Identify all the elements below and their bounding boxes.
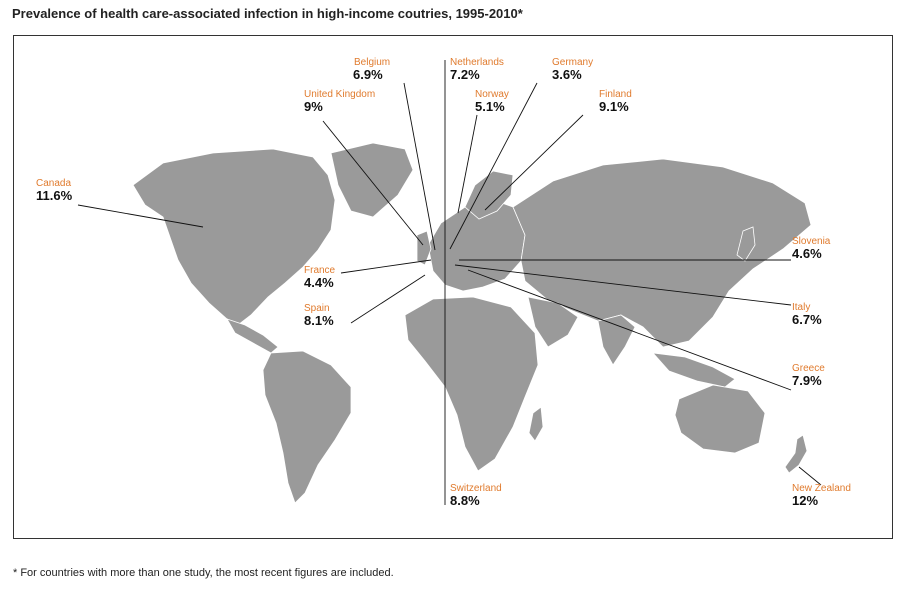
south-america-shape: [262, 350, 352, 504]
belgium-line: [403, 82, 436, 251]
finland-line: [484, 114, 584, 211]
footnote: * For countries with more than one study…: [13, 567, 394, 579]
japan-shape: [736, 226, 756, 262]
madagascar-shape: [528, 406, 544, 442]
africa-shape: [404, 296, 539, 472]
value-netherlands: 7.2%: [450, 67, 480, 82]
germany-line: [449, 82, 538, 250]
value-france: 4.4%: [304, 275, 334, 290]
north-america-shape: [132, 148, 336, 326]
value-greece: 7.9%: [792, 373, 822, 388]
value-slovenia: 4.6%: [792, 246, 822, 261]
land-masses: [132, 142, 812, 504]
value-spain: 8.1%: [304, 313, 334, 328]
map-title: Prevalence of health care-associated inf…: [12, 6, 523, 21]
greenland-shape: [330, 142, 414, 218]
label-france: France: [304, 265, 336, 276]
value-finland: 9.1%: [599, 99, 629, 114]
label-new-zealand: New Zealand: [792, 483, 851, 494]
label-netherlands: Netherlands: [450, 57, 504, 68]
value-belgium: 6.9%: [353, 67, 383, 82]
world-map: [77, 60, 822, 505]
value-united-kingdom: 9%: [304, 99, 323, 114]
india-shape: [597, 314, 636, 366]
italy-line: [454, 264, 792, 306]
map-frame: [13, 35, 893, 539]
label-switzerland: Switzerland: [450, 483, 502, 494]
norway-line: [457, 114, 478, 214]
greece-line: [467, 269, 792, 391]
label-canada: Canada: [36, 178, 72, 189]
label-finland: Finland: [599, 89, 632, 100]
uk-shape: [416, 230, 432, 266]
label-spain: Spain: [304, 303, 330, 314]
new-zealand-shape: [784, 434, 808, 474]
value-canada: 11.6%: [36, 188, 73, 203]
value-italy: 6.7%: [792, 312, 822, 327]
central-america-shape: [226, 318, 279, 354]
spain-line: [350, 274, 426, 324]
sea-islands-shape: [651, 352, 736, 388]
label-greece: Greece: [792, 363, 825, 374]
australia-shape: [674, 384, 766, 454]
leader-lines: [77, 60, 822, 505]
value-switzerland: 8.8%: [450, 493, 480, 508]
france-line: [340, 259, 432, 274]
label-italy: Italy: [792, 302, 811, 313]
value-germany: 3.6%: [552, 67, 582, 82]
value-norway: 5.1%: [475, 99, 505, 114]
label-united-kingdom: United Kingdom: [304, 89, 376, 100]
value-new-zealand: 12%: [792, 493, 819, 508]
uk-line: [322, 120, 424, 246]
new-zealand-line: [798, 466, 822, 486]
canada-line: [77, 204, 204, 228]
label-germany: Germany: [552, 57, 594, 68]
label-norway: Norway: [475, 89, 509, 100]
label-belgium: Belgium: [354, 57, 391, 68]
scandinavia-shape: [464, 170, 514, 220]
label-slovenia: Slovenia: [792, 236, 831, 247]
asia-shape: [512, 158, 812, 348]
